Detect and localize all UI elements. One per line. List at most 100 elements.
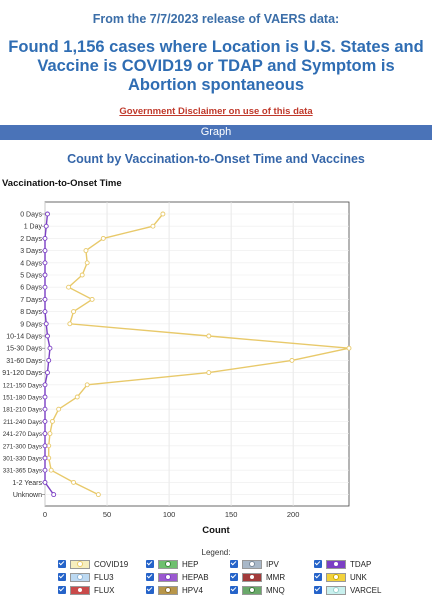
data-point [42,431,48,437]
data-point [84,260,90,266]
data-point [43,321,49,327]
legend-item-hep: HEP [146,558,198,570]
data-point [150,223,156,229]
x-tick-label: 50 [103,510,111,519]
data-point [42,382,48,388]
legend-checkbox[interactable] [146,573,154,581]
legend-checkbox[interactable] [146,586,154,594]
legend-checkbox[interactable] [230,560,238,568]
x-tick-label: 200 [287,510,300,519]
results-headline: Found 1,156 cases where Location is U.S.… [8,38,424,94]
graph-section-bar: Graph [0,125,432,140]
data-point [95,492,101,498]
y-tick-label: 91-120 Days [2,370,42,377]
legend-item-tdap: TDAP [314,558,371,570]
y-tick-label: 3 Days [20,248,42,255]
data-point [206,370,212,376]
data-point [74,394,80,400]
y-tick-label: 181-210 Days [3,407,42,414]
data-point [56,406,62,412]
data-point [42,394,48,400]
data-point [42,260,48,266]
data-point [42,235,48,241]
data-point [83,248,89,254]
data-point [47,431,53,437]
legend-checkbox[interactable] [58,560,66,568]
data-point [79,272,85,278]
legend-marker-icon [77,586,83,593]
y-tick-label: 271-300 Days [3,443,42,450]
data-point [42,443,48,449]
data-point [42,284,48,290]
series-covid19 [46,211,352,498]
legend-marker-icon [165,560,171,567]
legend-item-flux: FLUX [58,584,114,596]
legend-item-ipv: IPV [230,558,279,570]
legend-checkbox[interactable] [314,560,322,568]
data-point [45,370,50,376]
legend-checkbox[interactable] [230,573,238,581]
plot-frame [44,201,350,507]
data-point [67,321,73,327]
y-tick-label: 1 Day [24,224,43,231]
legend-marker-icon [165,573,171,580]
data-point [45,211,50,217]
y-tick-label: 10-14 Days [6,334,42,341]
legend-checkbox[interactable] [58,573,66,581]
y-tick-label: 5 Days [20,273,42,280]
legend-swatch [158,585,178,595]
y-tick-label: 151-180 Days [3,395,42,402]
data-point [66,284,72,290]
legend-swatch [326,572,346,582]
legend-marker-icon [249,573,255,580]
legend-checkbox[interactable] [314,586,322,594]
data-point [48,467,54,473]
legend-marker-icon [165,586,171,593]
data-point [71,479,76,485]
legend-marker-icon [249,560,255,567]
data-point [42,248,48,254]
legend-label: FLUX [94,585,115,595]
y-tick-label: 0 Days [20,212,42,219]
legend-label: MNQ [266,585,285,595]
data-point [42,406,48,412]
legend-swatch [70,585,90,595]
x-tick-label: 100 [163,510,176,519]
legend-checkbox[interactable] [58,586,66,594]
data-point [346,345,352,351]
legend-swatch [242,559,262,569]
data-point [46,357,52,363]
legend-checkbox[interactable] [314,573,322,581]
y-tick-label: 211-240 Days [3,419,42,426]
data-point [89,296,95,302]
legend-checkbox[interactable] [146,560,154,568]
data-point [51,492,57,498]
legend-swatch [70,572,90,582]
y-tick-label: 4 Days [20,260,42,267]
legend-item-hepab: HEPAB [146,571,209,583]
legend-label: HEP [182,559,199,569]
legend-swatch [242,585,262,595]
y-tick-label: 241-270 Days [3,431,42,438]
x-tick-label: 0 [43,510,47,519]
data-point [42,296,48,302]
data-point [71,309,76,315]
y-tick-label: 331-365 Days [3,468,42,475]
legend-swatch [326,585,346,595]
chart-title: Count by Vaccination-to-Onset Time and V… [67,152,365,166]
legend-label: UNK [350,572,367,582]
data-point [42,272,48,278]
legend-item-flu3: FLU3 [58,571,114,583]
legend-label: TDAP [350,559,372,569]
data-point [45,333,50,339]
y-tick-label: 7 Days [20,297,42,304]
legend-marker-icon [77,573,83,580]
disclaimer-link[interactable]: Government Disclaimer on use of this dat… [119,106,313,117]
legend-item-varcel: VARCEL [314,584,381,596]
y-tick-label: 1-2 Years [12,480,42,487]
legend-checkbox[interactable] [230,586,238,594]
data-point [42,455,48,461]
data-point [42,309,48,315]
legend-item-hpv4: HPV4 [146,584,203,596]
legend-swatch [70,559,90,569]
